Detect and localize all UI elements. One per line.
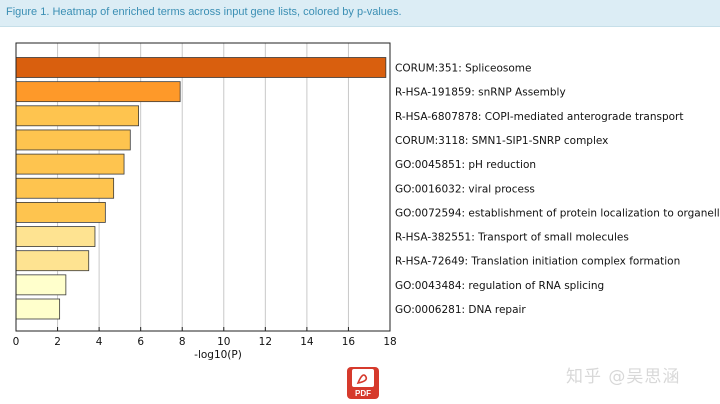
watermark: 知乎 @吴思涵: [566, 367, 681, 387]
category-label: GO:0016032: viral process: [395, 183, 535, 195]
bar: [15, 274, 67, 296]
category-label: R-HSA-72649: Translation initiation comp…: [395, 256, 680, 268]
category-label: CORUM:351: Spliceosome: [395, 63, 532, 75]
pdf-download-button[interactable]: PDF: [346, 366, 380, 400]
bar: [15, 57, 387, 78]
bar: [15, 201, 106, 223]
plot-frame: [15, 42, 391, 332]
x-tick-label: 0: [13, 336, 20, 348]
bar: [15, 153, 125, 175]
category-label: CORUM:3118: SMN1-SIP1-SNRP complex: [395, 135, 608, 147]
x-tick-label: 14: [300, 336, 314, 348]
bar: [15, 177, 115, 199]
bar: [15, 226, 96, 247]
category-label: GO:0045851: pH reduction: [395, 159, 536, 171]
category-label: R-HSA-191859: snRNP Assembly: [395, 87, 566, 99]
x-tick-label: 12: [259, 336, 272, 348]
bar: [15, 250, 90, 272]
x-tick-label: 16: [342, 336, 356, 348]
bar: [15, 81, 181, 103]
bar: [15, 298, 61, 320]
x-tick-label: 18: [383, 336, 396, 348]
category-label: GO:0006281: DNA repair: [395, 304, 526, 316]
x-tick-label: 4: [96, 336, 103, 348]
bar: [15, 105, 139, 127]
x-tick-label: 8: [179, 336, 186, 348]
pdf-label: PDF: [355, 389, 371, 398]
category-label: R-HSA-6807878: COPI-mediated anterograde…: [395, 111, 683, 123]
bar: [15, 129, 131, 151]
category-label: GO:0072594: establishment of protein loc…: [395, 207, 720, 219]
figure-caption: Figure 1. Heatmap of enriched terms acro…: [6, 6, 402, 18]
x-tick-label: 10: [217, 336, 230, 348]
figure-caption-bar: Figure 1. Heatmap of enriched terms acro…: [0, 0, 720, 27]
category-label: R-HSA-382551: Transport of small molecul…: [395, 232, 629, 244]
pdf-icon: PDF: [347, 367, 379, 399]
category-label: GO:0043484: regulation of RNA splicing: [395, 280, 604, 292]
x-tick-label: 6: [137, 336, 144, 348]
x-tick-label: 2: [54, 336, 61, 348]
x-axis-label: -log10(P): [194, 349, 242, 361]
